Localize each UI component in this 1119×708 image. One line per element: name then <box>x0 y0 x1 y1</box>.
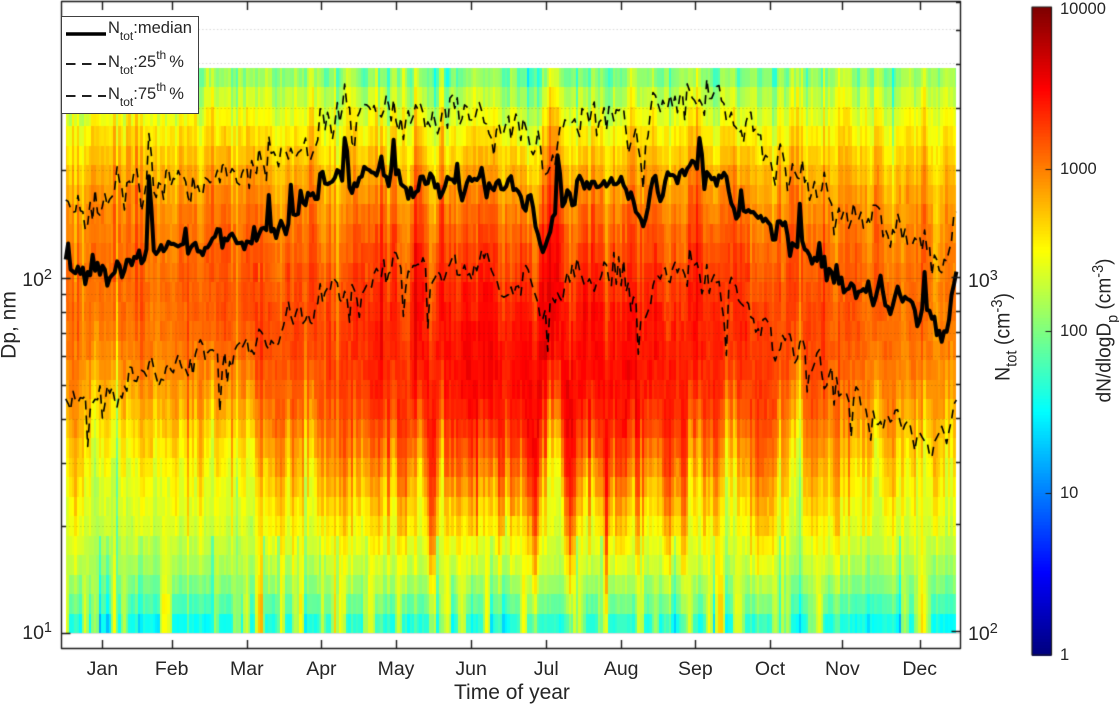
svg-text:Dp, nm: Dp, nm <box>0 291 21 359</box>
svg-text:dN/dlogDp (cm-3): dN/dlogDp (cm-3) <box>1090 259 1119 403</box>
svg-text:Ntot (cm-3): Ntot (cm-3) <box>989 293 1021 381</box>
